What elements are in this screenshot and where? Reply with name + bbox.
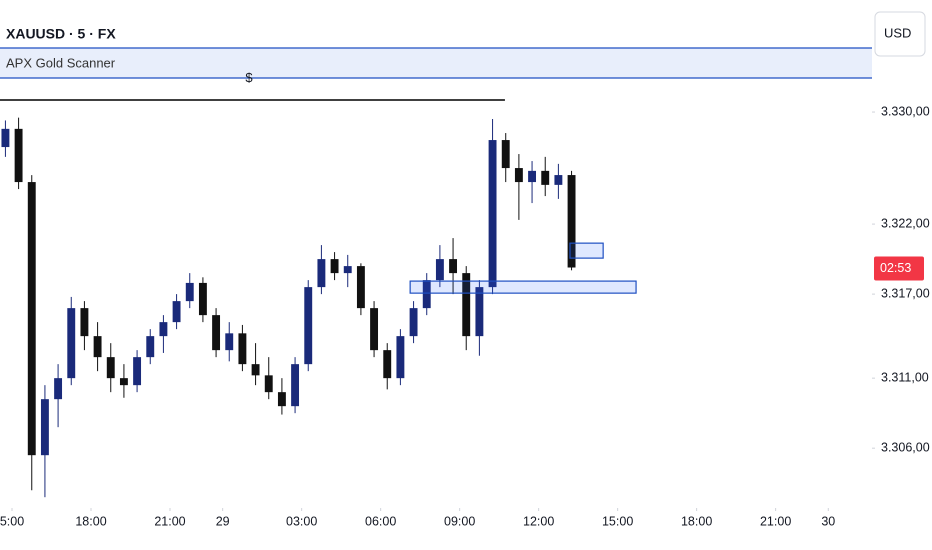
x-tick-label: 18:00 [75,514,106,528]
candle-body [291,364,300,407]
currency-box[interactable] [874,11,926,57]
y-tick-label: 3.311,00 [881,370,929,384]
candle-body [567,175,576,268]
x-tick-label: 12:00 [523,514,554,528]
annotation: $ [245,70,253,85]
candle-body [225,333,234,351]
candle-body [159,322,168,337]
candle-body [251,364,260,376]
candle-body [317,259,326,288]
x-tick-label: 03:00 [286,514,317,528]
candle-body [1,128,10,148]
candle-body [146,336,155,358]
y-tick-label: 3.317,00 [881,286,930,300]
candle-body [422,280,431,309]
price-label [874,256,924,281]
candle-body [106,357,115,379]
candle-body [277,392,286,407]
x-tick-label: 21:00 [154,514,185,528]
chart-title: XAUUSD · 5 · FX [6,26,116,42]
x-tick-label: 29 [216,514,230,528]
y-tick-label: 3.330,00 [881,104,930,118]
candle-body [541,170,550,185]
candle-body [264,375,273,393]
currency: USD [884,25,911,40]
candle-body [238,333,247,365]
x-tick-label: 09:00 [444,514,475,528]
candle-body [304,287,313,365]
candle-body [119,378,128,386]
candle-body [449,259,458,274]
candle-body [435,259,444,281]
candle-body [27,182,36,456]
x-tick-label: 5:00 [0,514,24,528]
candle-body [330,259,339,274]
x-tick-label: 18:00 [681,514,712,528]
candle-body [356,266,365,309]
x-tick-label: 30 [821,514,835,528]
candle-body [133,357,142,386]
indicator-band [0,48,872,78]
candle-body [501,140,510,169]
candle-body [54,378,63,400]
candle-body [343,266,352,274]
zone [409,280,637,294]
candle-body [80,308,89,337]
candle-body [40,399,49,456]
candle-body [212,315,221,351]
candle-body [67,308,76,379]
candle-body [172,301,181,323]
x-tick-label: 15:00 [602,514,633,528]
x-tick-label: 21:00 [760,514,791,528]
candle-body [370,308,379,351]
y-tick-label: 3.322,00 [881,216,930,230]
candle-body [514,168,523,183]
zone [569,242,604,259]
candle-body [383,350,392,379]
candle-body [185,282,194,302]
candle-body [475,287,484,337]
candle-body [396,336,405,379]
candle-body [462,273,471,337]
plot [1,117,576,498]
x-tick-label: 06:00 [365,514,396,528]
candle-body [93,336,102,358]
candle-body [14,128,23,183]
candle-body [554,175,563,185]
candle-body [198,282,207,316]
y-tick-label: 3.306,00 [881,440,930,454]
indicator-name: APX Gold Scanner [6,55,116,70]
countdown: 02:53 [880,261,911,275]
candle-body [409,308,418,337]
candle-body [528,170,537,183]
candle-body [488,140,497,288]
